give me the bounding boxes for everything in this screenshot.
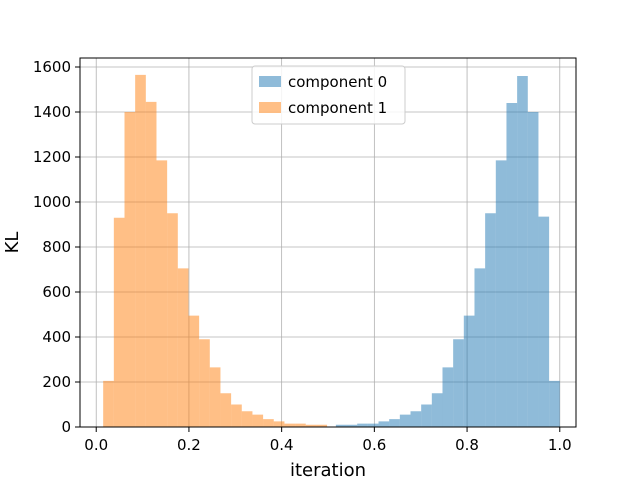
histogram-bar (431, 393, 443, 427)
histogram-bar (389, 419, 400, 427)
legend: component 0 component 1 (251, 65, 406, 125)
axis-ticks: 0.0 0.2 0.4 0.6 0.8 1.0 0 200 400 600 800 1000 1200 1… (33, 58, 572, 454)
histogram-bar (220, 393, 232, 427)
x-tick-label: 0.6 (362, 436, 386, 454)
histogram-bar (410, 411, 422, 427)
x-tick-label: 0.8 (455, 436, 479, 454)
plot-frame (79, 57, 577, 428)
histogram-bar (145, 101, 157, 427)
histogram-bar (284, 423, 296, 427)
histogram-bar (495, 160, 507, 427)
legend-box (251, 65, 406, 125)
y-tick-label: 0 (61, 418, 71, 436)
y-tick-label: 800 (42, 238, 71, 256)
histogram-bar (295, 423, 306, 427)
x-axis-label: iteration (290, 460, 366, 480)
y-tick-label: 400 (42, 328, 71, 346)
histogram-bar (135, 74, 146, 427)
legend-swatch (259, 76, 281, 87)
histogram-bar (463, 315, 475, 427)
histogram-bar (241, 411, 253, 427)
histogram-bar (367, 423, 379, 427)
y-tick-label: 600 (42, 283, 71, 301)
legend-label: component 0 (288, 73, 387, 91)
histogram-bar (527, 112, 539, 427)
histogram-bars (103, 74, 560, 427)
histogram-bar (305, 424, 317, 427)
histogram-bar (156, 160, 168, 427)
histogram-bar (357, 423, 368, 427)
histogram-bar (231, 404, 242, 427)
y-axis-label: KL (2, 232, 23, 254)
histogram-bar (549, 380, 560, 427)
histogram-bar (399, 414, 411, 427)
histogram-bar (485, 213, 496, 427)
histogram-bar (453, 339, 464, 427)
histogram-bar (188, 315, 200, 427)
histogram-bar (538, 216, 550, 427)
legend-label: component 1 (288, 99, 387, 117)
y-tick-label: 1000 (33, 193, 71, 211)
y-tick-label: 1400 (33, 103, 71, 121)
series-1-bars (103, 74, 328, 427)
x-tick-label: 1.0 (548, 436, 572, 454)
histogram-bar (252, 414, 264, 427)
histogram-bar (421, 404, 432, 427)
histogram-bar (199, 339, 210, 427)
histogram-bar (113, 217, 125, 427)
histogram-bar (346, 424, 358, 427)
x-tick-label: 0.0 (84, 436, 108, 454)
histogram-bar (442, 367, 454, 427)
x-tick-label: 0.2 (177, 436, 201, 454)
histogram-bar (517, 76, 528, 427)
histogram-bar (316, 424, 328, 427)
histogram-bar (103, 380, 114, 427)
histogram-bar (273, 421, 285, 427)
x-tick-label: 0.4 (270, 436, 294, 454)
histogram-bar (335, 424, 347, 427)
histogram-bar (378, 421, 390, 427)
histogram-bar (474, 268, 486, 427)
legend-swatch (259, 102, 281, 113)
histogram-bar (506, 103, 518, 427)
series-0-bars (335, 76, 560, 427)
histogram-bar (263, 419, 274, 427)
histogram-bar (124, 112, 136, 427)
y-tick-label: 1600 (33, 58, 71, 76)
y-tick-label: 1200 (33, 148, 71, 166)
histogram-bar (177, 268, 189, 427)
histogram-bar (167, 213, 178, 427)
histogram-bar (209, 367, 221, 427)
y-tick-label: 200 (42, 373, 71, 391)
